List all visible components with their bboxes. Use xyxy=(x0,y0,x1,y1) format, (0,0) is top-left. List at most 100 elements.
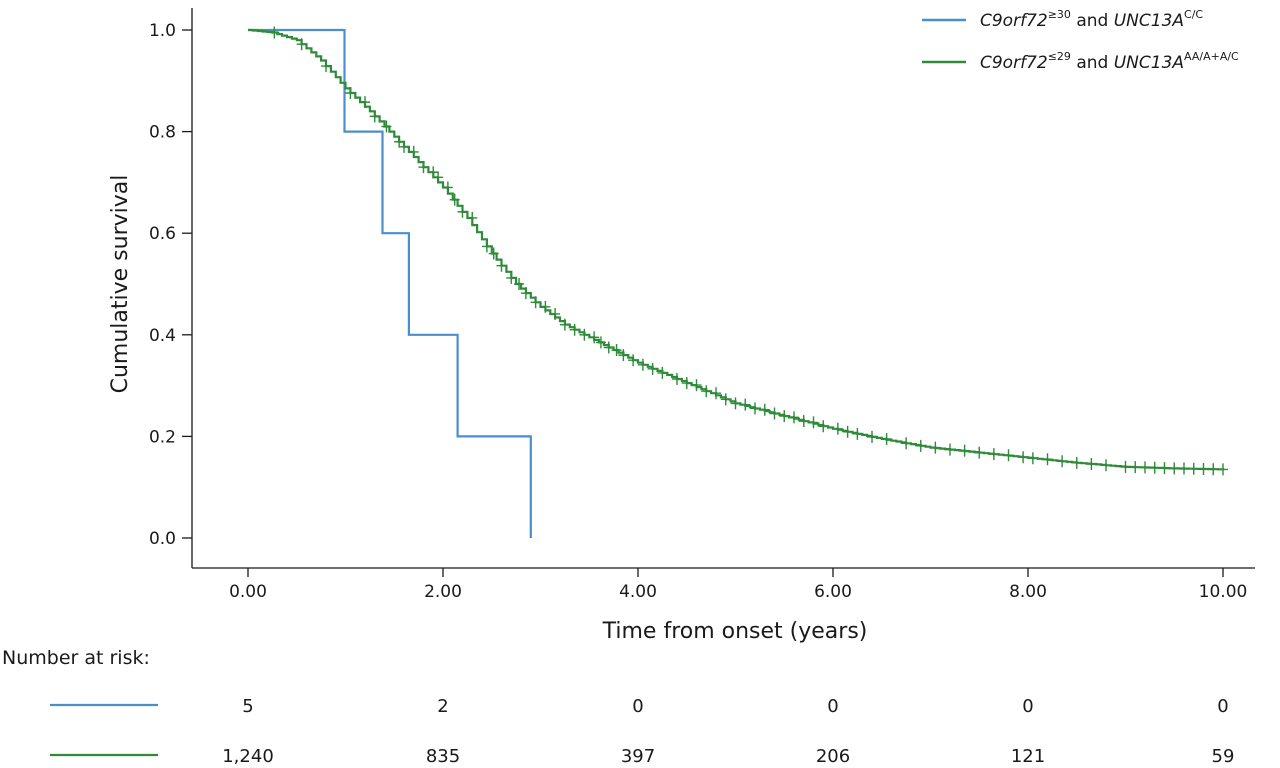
censor-mark xyxy=(550,307,561,320)
risk-value: 121 xyxy=(1011,746,1045,767)
censor-mark xyxy=(852,427,863,440)
censor-mark xyxy=(1086,458,1097,471)
censor-mark xyxy=(559,318,570,331)
risk-value: 1,240 xyxy=(222,746,274,767)
censor-mark xyxy=(691,379,702,392)
risk-value: 59 xyxy=(1212,746,1235,767)
legend-sup1: ≥30 xyxy=(1048,8,1071,21)
y-tick-label: 0.2 xyxy=(149,427,176,447)
censor-mark xyxy=(506,271,517,284)
censor-mark xyxy=(1018,451,1029,464)
legend-item: C9orf72≤29 and UNC13AAA/A+A/C xyxy=(922,50,1239,73)
censor-mark xyxy=(901,437,912,450)
legend-mid: and xyxy=(1071,11,1114,31)
censor-mark xyxy=(1208,463,1219,476)
censor-mark xyxy=(540,300,551,313)
censor-mark xyxy=(711,387,721,400)
censor-mark xyxy=(720,393,731,406)
censor-mark xyxy=(740,398,751,411)
x-tick-label: 10.00 xyxy=(1199,582,1248,602)
censor-mark xyxy=(595,336,606,349)
censor-mark xyxy=(449,193,460,206)
y-axis-title: Cumulative survival xyxy=(108,175,133,394)
censor-mark xyxy=(881,432,892,445)
censor-mark xyxy=(1140,461,1150,474)
x-tick-label: 4.00 xyxy=(619,582,657,602)
legend-sup2: C/C xyxy=(1184,8,1203,21)
censor-mark xyxy=(1120,460,1131,473)
censor-mark xyxy=(1003,449,1014,462)
censor-mark xyxy=(988,448,999,461)
censor-mark xyxy=(428,166,439,179)
censor-mark xyxy=(915,439,926,452)
series-layer xyxy=(248,26,1228,538)
censor-mark xyxy=(730,397,741,410)
censor-mark xyxy=(818,420,829,433)
censor-mark xyxy=(457,205,468,218)
censor-mark xyxy=(1149,461,1160,474)
legend-gene2: UNC13A xyxy=(1114,11,1184,31)
censor-mark xyxy=(496,259,507,272)
censor-mark xyxy=(647,362,658,375)
risk-value: 0 xyxy=(1217,696,1228,717)
censor-mark xyxy=(701,385,712,398)
censor-mark xyxy=(467,211,478,224)
censor-mark xyxy=(974,446,985,459)
censor-mark xyxy=(381,120,392,133)
censor-mark xyxy=(296,38,307,51)
censor-mark xyxy=(1198,463,1209,476)
censor-mark xyxy=(867,430,877,443)
censor-mark xyxy=(360,96,370,109)
censor-mark xyxy=(433,171,444,184)
censor-mark xyxy=(418,161,429,174)
censor-mark xyxy=(1071,456,1082,469)
legend-sup1: ≤29 xyxy=(1048,50,1071,63)
censor-mark xyxy=(1169,462,1180,475)
censor-mark xyxy=(1188,462,1199,475)
censor-mark xyxy=(637,358,648,371)
y-tick-label: 0.0 xyxy=(149,529,176,549)
y-tick-label: 0.6 xyxy=(149,224,176,244)
legend: C9orf72≥30 and UNC13AC/C C9orf72≤29 and … xyxy=(922,8,1239,73)
censor-mark xyxy=(269,26,280,39)
censor-mark xyxy=(520,287,531,300)
censor-mark xyxy=(530,296,541,309)
risk-value: 0 xyxy=(1022,696,1033,717)
censor-mark xyxy=(589,331,600,344)
censor-mark xyxy=(798,415,809,428)
y-tick-label: 0.4 xyxy=(149,326,176,346)
censor-mark xyxy=(394,135,405,148)
censor-mark xyxy=(1179,462,1189,475)
censor-mark xyxy=(672,372,682,385)
x-tick-label: 6.00 xyxy=(814,582,852,602)
censor-mark xyxy=(628,354,639,367)
censor-mark xyxy=(959,444,970,457)
risk-value: 206 xyxy=(816,746,850,767)
censor-mark xyxy=(321,60,331,73)
risk-rows: 5 2 0 0 0 0 1,240 835 397 206 121 59 xyxy=(50,696,1234,767)
legend-mid: and xyxy=(1071,53,1114,73)
censor-mark xyxy=(481,240,492,253)
legend-gene2: UNC13A xyxy=(1114,53,1184,73)
censor-mark xyxy=(1130,461,1141,474)
censor-mark xyxy=(399,140,409,153)
censor-mark xyxy=(618,349,629,362)
x-axis-ticks: 0.00 2.00 4.00 6.00 8.00 10.00 xyxy=(229,568,1247,602)
censor-mark xyxy=(945,443,955,456)
censor-mark xyxy=(345,86,356,99)
risk-table-title: Number at risk: xyxy=(2,647,150,669)
censor-mark xyxy=(408,145,419,158)
risk-table: Number at risk: 5 2 0 0 0 01,240 835 397 206 121 5… xyxy=(2,647,1234,767)
censor-mark xyxy=(1027,452,1038,465)
legend-label: C9orf72≤29 and UNC13AAA/A+A/C xyxy=(980,50,1239,73)
censor-mark xyxy=(759,403,770,416)
risk-value: 835 xyxy=(426,746,460,767)
censor-mark xyxy=(442,181,453,194)
risk-value: 2 xyxy=(437,696,448,717)
x-tick-label: 8.00 xyxy=(1009,582,1047,602)
censor-mark xyxy=(1042,453,1053,466)
y-axis-ticks: 0.0 0.2 0.4 0.6 0.8 1.0 xyxy=(149,21,192,549)
censor-mark xyxy=(808,416,819,429)
censor-mark xyxy=(842,425,853,438)
censor-mark xyxy=(1101,459,1111,472)
